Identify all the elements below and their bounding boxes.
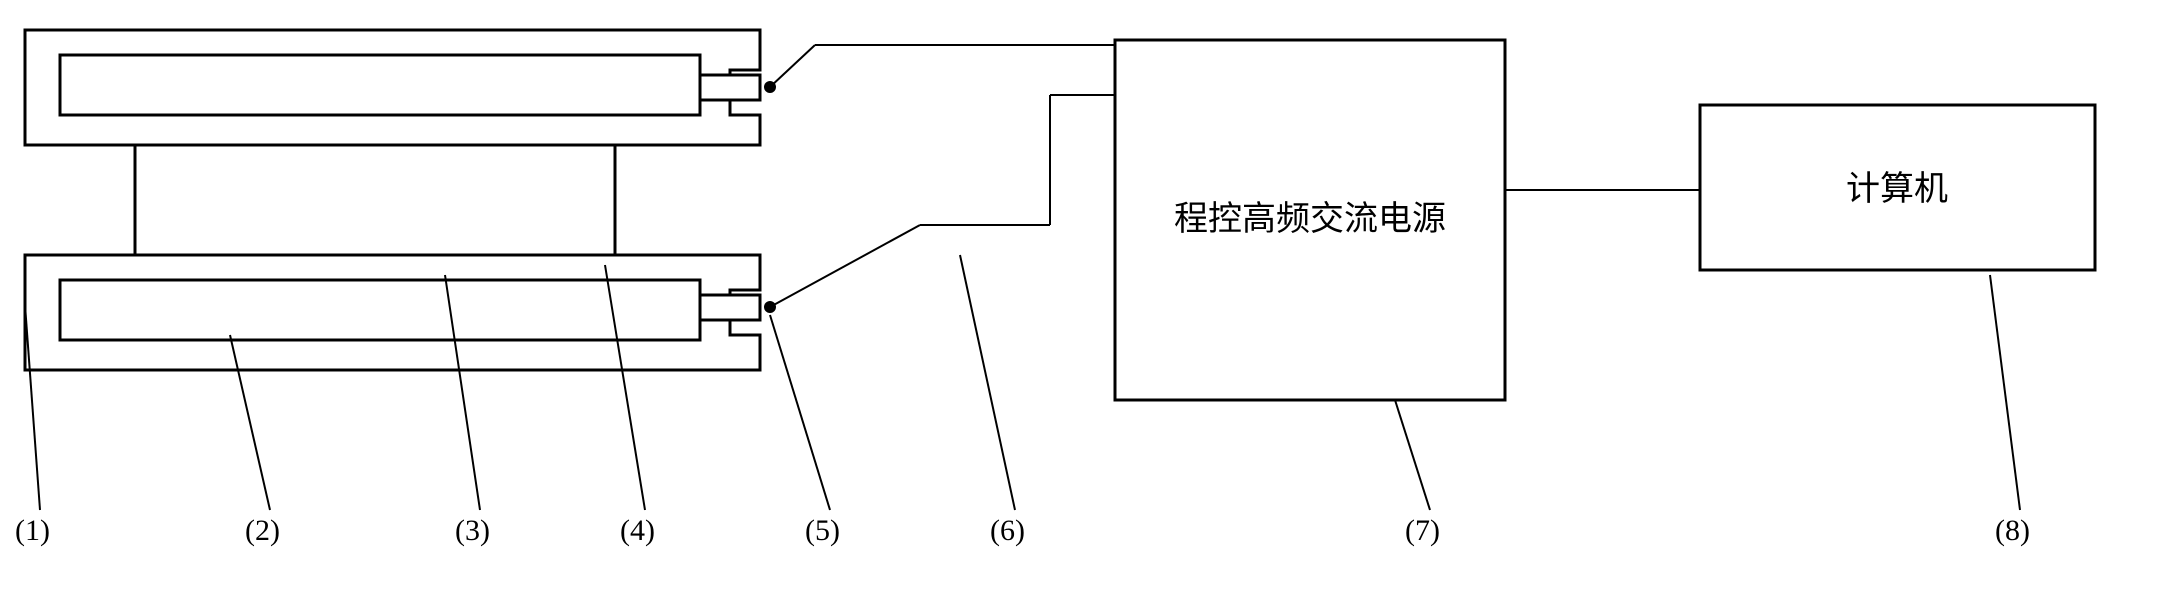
apparatus-bottom-bracket	[25, 255, 776, 370]
wire-bottom	[770, 95, 1115, 307]
callout-label-2: (2)	[245, 514, 280, 547]
callout-label-8: (8)	[1995, 514, 2030, 547]
callout-leader-8	[1990, 275, 2020, 510]
callout-label-7: (7)	[1405, 514, 1440, 547]
callout-leader-7	[1395, 400, 1430, 510]
callout-leader-5	[770, 315, 830, 510]
computer-label: 计算机	[1846, 170, 1948, 208]
callout-leader-1	[25, 305, 40, 510]
computer-block: 计算机	[1700, 105, 2095, 270]
apparatus-top-bracket	[25, 30, 776, 145]
power-supply-label: 程控高频交流电源	[1174, 200, 1446, 238]
callout-label-6: (6)	[990, 514, 1025, 547]
wire-top	[770, 45, 1115, 87]
power-supply-block: 程控高频交流电源	[1115, 40, 1505, 400]
callout-label-5: (5)	[805, 514, 840, 547]
callout-label-1: (1)	[15, 514, 50, 547]
callout-label-3: (3)	[455, 514, 490, 547]
callout-leader-6	[960, 255, 1015, 510]
callout-label-4: (4)	[620, 514, 655, 547]
callout-leader-2	[230, 335, 270, 510]
